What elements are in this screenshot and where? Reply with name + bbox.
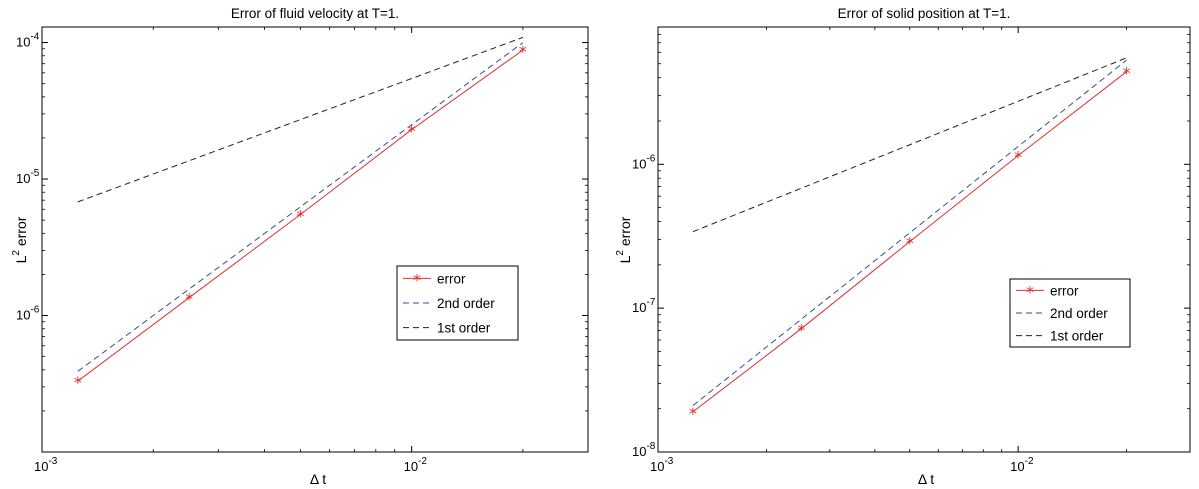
x-axis-label: Δ t [918,471,934,487]
y-axis-label-superscript: 2 [11,250,22,256]
y-tick-base: 10 [632,444,646,459]
chart-title: Error of fluid velocity at T=1. [231,6,399,21]
chart-fluid-velocity: 10-3 10-210-610-510-4*****Error of fluid … [11,6,589,487]
x-tick-label: 10-3 [650,456,674,474]
series-line-1st-order [77,36,524,203]
legend-label: 2nd order [437,296,495,311]
y-tick-label: 10-5 [16,168,40,186]
y-axis-label-superscript: 2 [615,250,626,256]
x-tick-base: 10 [1010,459,1024,474]
legend-label: 1st order [1050,329,1104,344]
y-tick-label: 10-6 [632,153,656,171]
legend: * error 2nd order 1st order [1009,278,1131,348]
x-tick-exponent: -2 [418,456,427,467]
y-tick-label: 10-8 [632,441,656,459]
legend-marker: * [413,270,421,289]
y-tick-exponent: -6 [646,153,655,164]
y-tick-base: 10 [632,300,646,315]
y-tick-label: 10-7 [632,297,656,315]
x-tick-exponent: -3 [48,456,57,467]
y-tick-base: 10 [16,308,30,323]
x-tick-label: 10-2 [404,456,428,474]
x-tick-label: 10-3 [34,456,58,474]
series-marker: * [689,404,697,423]
series-line-2nd-order [692,59,1127,406]
y-axis-label-base: L [13,255,29,263]
y-tick-exponent: -8 [646,441,655,452]
axes-box [41,26,589,453]
y-tick-base: 10 [632,156,646,171]
legend-label: error [437,271,466,286]
series-marker: * [797,321,805,340]
series-line-1st-order [692,57,1127,233]
series-marker: * [74,373,82,392]
x-tick-exponent: -3 [664,456,673,467]
series-line-error [77,49,524,382]
x-axis-label: Δ t [310,471,326,487]
x-tick-base: 10 [404,459,418,474]
y-axis-label-rest: error [13,216,29,250]
legend: * error 2nd order 1st order [396,265,519,341]
series-marker: * [1123,64,1131,83]
series-marker: * [1014,148,1022,167]
y-axis-label-rest: error [617,216,633,250]
series-marker: * [408,122,416,141]
legend-label: 1st order [437,321,491,336]
legend-marker: * [1026,282,1034,301]
y-tick-exponent: -4 [30,32,39,43]
y-tick-exponent: -5 [30,168,39,179]
series-marker: * [906,234,914,253]
axes-box [657,26,1191,453]
y-tick-base: 10 [16,35,30,50]
series-line-2nd-order [77,42,524,372]
y-tick-exponent: -7 [646,297,655,308]
y-tick-base: 10 [16,171,30,186]
series-marker: * [519,42,527,61]
series-line-error [692,71,1127,413]
x-tick-exponent: -2 [1025,456,1034,467]
x-tick-base: 10 [650,459,664,474]
chart-title: Error of solid position at T=1. [838,6,1011,21]
series-marker: * [185,290,193,309]
y-axis-label: L2 error [615,216,633,263]
x-tick-base: 10 [34,459,48,474]
series-marker: * [296,206,304,225]
legend-label: 2nd order [1050,306,1108,321]
chart-solid-position: 10-3 10-210-810-710-6*****Error of solid … [615,6,1191,487]
y-tick-label: 10-4 [16,32,40,50]
x-tick-label: 10-2 [1010,456,1034,474]
y-tick-label: 10-6 [16,305,40,323]
legend-label: error [1050,283,1079,298]
y-tick-exponent: -6 [30,305,39,316]
y-axis-label: L2 error [11,216,29,263]
y-axis-label-base: L [617,255,633,263]
